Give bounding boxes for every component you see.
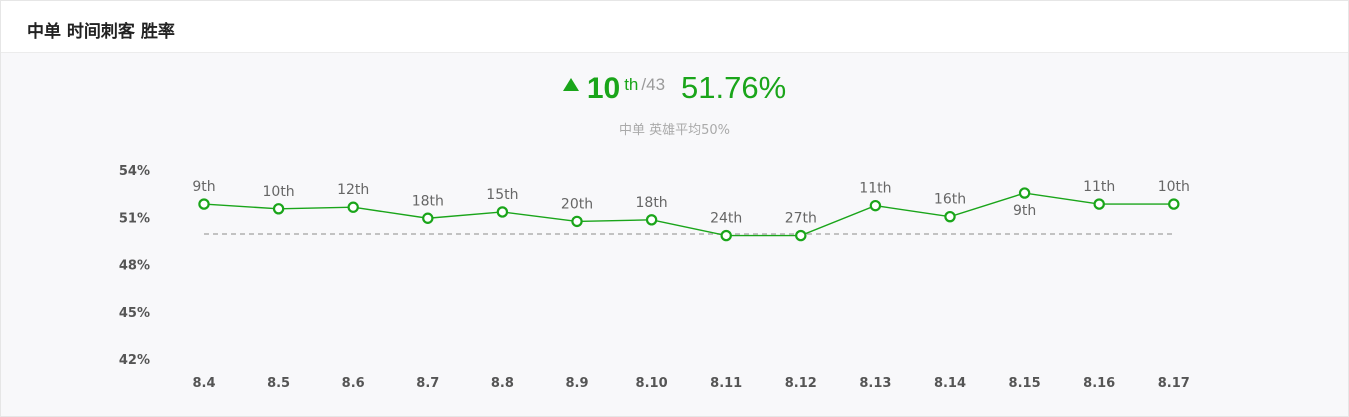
y-tick-label: 54% bbox=[119, 164, 150, 179]
data-point-label: 20th bbox=[561, 196, 593, 212]
data-point-label: 27th bbox=[785, 211, 817, 227]
data-point[interactable] bbox=[198, 198, 210, 210]
panel-header: 中单 时间刺客 胜率 bbox=[1, 1, 1348, 53]
average-subtitle: 中单 英雄平均50% bbox=[618, 123, 731, 138]
x-tick-label: 8.11 bbox=[710, 376, 742, 391]
x-tick-label: 8.16 bbox=[1083, 376, 1115, 391]
panel-title: 中单 时间刺客 胜率 bbox=[27, 22, 175, 42]
x-tick-label: 8.14 bbox=[934, 376, 966, 391]
data-point-label: 11th bbox=[1083, 179, 1115, 195]
x-tick-label: 8.12 bbox=[785, 376, 817, 391]
x-tick-label: 8.10 bbox=[636, 376, 668, 391]
rank-total: /43 bbox=[641, 75, 666, 94]
x-tick-label: 8.7 bbox=[416, 376, 439, 391]
x-tick-label: 8.5 bbox=[267, 376, 290, 391]
y-tick-label: 51% bbox=[119, 211, 150, 226]
data-point-label: 10th bbox=[263, 184, 295, 200]
data-point[interactable] bbox=[869, 199, 882, 212]
data-point-label: 18th bbox=[636, 195, 668, 211]
y-tick-label: 42% bbox=[119, 353, 150, 368]
data-point[interactable] bbox=[347, 201, 359, 213]
data-point[interactable] bbox=[944, 210, 956, 223]
series-layer bbox=[198, 187, 1180, 242]
data-point-label: 11th bbox=[859, 181, 891, 197]
data-point-label: 9th bbox=[1013, 203, 1036, 219]
x-tick-label: 8.8 bbox=[491, 376, 514, 391]
data-point[interactable] bbox=[422, 212, 434, 224]
data-point-label: 9th bbox=[192, 179, 215, 195]
data-point-label: 16th bbox=[934, 192, 966, 208]
data-point-label: 15th bbox=[486, 187, 518, 203]
y-tick-label: 48% bbox=[119, 259, 150, 274]
data-point-label: 18th bbox=[412, 193, 444, 209]
data-point-label: 24th bbox=[710, 211, 742, 227]
point-labels-layer: 9th 10th 12th 18th 15th 20th 18th 24th 27th 11th 1… bbox=[192, 179, 1190, 227]
data-point-label: 10th bbox=[1158, 179, 1190, 195]
rank-suffix: th bbox=[624, 75, 639, 94]
y-axis: 54% 51% 48% 45% 42% bbox=[119, 164, 150, 368]
x-tick-label: 8.9 bbox=[565, 376, 588, 391]
data-point[interactable] bbox=[795, 229, 807, 242]
data-point[interactable] bbox=[496, 206, 509, 218]
x-tick-label: 8.15 bbox=[1009, 376, 1041, 391]
data-point[interactable] bbox=[720, 229, 732, 242]
x-tick-label: 8.4 bbox=[192, 376, 215, 391]
x-tick-label: 8.6 bbox=[342, 376, 365, 391]
data-point[interactable] bbox=[272, 203, 285, 215]
data-point[interactable] bbox=[1093, 198, 1105, 210]
data-point-label: 12th bbox=[337, 182, 369, 198]
x-tick-label: 8.13 bbox=[859, 376, 891, 391]
data-point[interactable] bbox=[1018, 187, 1031, 199]
data-point[interactable] bbox=[1168, 198, 1180, 210]
x-tick-label: 8.17 bbox=[1158, 376, 1190, 391]
rank-up-arrow-icon bbox=[562, 78, 579, 91]
series-line bbox=[203, 192, 1174, 237]
win-rate-value: 51.76% bbox=[681, 70, 787, 105]
y-tick-label: 45% bbox=[119, 306, 150, 321]
data-point[interactable] bbox=[645, 214, 658, 226]
data-point[interactable] bbox=[571, 215, 583, 228]
x-axis: 8.4 8.5 8.6 8.7 8.8 8.9 8.10 8.11 8.12 8.13 8.14 8.… bbox=[192, 376, 1189, 391]
rank-number: 10 bbox=[586, 72, 621, 105]
